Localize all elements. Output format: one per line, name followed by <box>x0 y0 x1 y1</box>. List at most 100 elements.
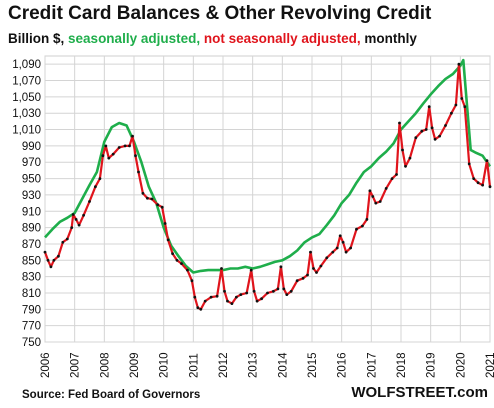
data-point <box>220 267 223 270</box>
data-point <box>49 265 53 269</box>
data-point <box>272 289 275 293</box>
data-point <box>404 164 407 168</box>
x-tick-label: 2006 <box>40 352 52 378</box>
data-point <box>137 170 140 174</box>
grid <box>44 55 491 343</box>
data-point <box>365 218 369 221</box>
data-point <box>193 295 197 299</box>
data-point <box>331 250 335 254</box>
data-point <box>98 177 102 181</box>
data-point <box>335 246 339 250</box>
data-point <box>371 195 375 198</box>
data-point <box>52 258 56 262</box>
chart-title: Credit Card Balances & Other Revolving C… <box>8 3 432 24</box>
series-lines <box>43 58 492 311</box>
x-tick-label: 2018 <box>396 352 408 378</box>
data-point <box>368 189 372 193</box>
data-point <box>420 129 424 133</box>
data-point <box>282 287 286 291</box>
y-tick-label: 990 <box>22 141 41 153</box>
data-point <box>46 258 50 262</box>
data-point <box>166 238 170 242</box>
y-tick-label: 950 <box>22 174 41 186</box>
data-point <box>239 293 243 296</box>
data-point <box>101 154 105 158</box>
data-point <box>117 146 121 149</box>
data-point <box>160 205 164 209</box>
data-point <box>315 271 318 274</box>
data-point <box>131 134 134 138</box>
data-point <box>325 256 329 260</box>
data-point <box>186 268 189 272</box>
data-point <box>61 240 65 244</box>
data-point <box>430 126 434 130</box>
y-tick-label: 910 <box>22 206 41 218</box>
data-point <box>349 246 352 250</box>
series-line-seasonally-adjusted <box>44 58 492 274</box>
data-point <box>467 162 471 166</box>
y-tick-label: 810 <box>22 288 41 300</box>
y-tick-label: 790 <box>22 304 41 316</box>
data-point <box>285 293 289 296</box>
data-point <box>252 289 256 293</box>
data-point <box>196 306 200 310</box>
data-point <box>384 187 388 190</box>
data-point <box>230 302 234 305</box>
data-point <box>472 177 476 181</box>
data-point <box>374 201 378 205</box>
data-point <box>378 200 382 203</box>
data-point <box>43 250 47 254</box>
data-point <box>341 240 345 244</box>
data-point <box>433 137 437 141</box>
series-line-not-seasonally-adjusted <box>43 63 492 311</box>
y-tick-label: 1,030 <box>12 108 41 120</box>
data-point <box>74 218 78 221</box>
data-point <box>398 121 401 125</box>
data-point <box>450 111 453 115</box>
data-point <box>134 154 137 158</box>
data-point <box>266 291 269 295</box>
data-point <box>295 279 299 283</box>
x-tick-label: 2010 <box>159 352 171 378</box>
y-tick-label: 930 <box>22 190 41 202</box>
data-point <box>71 213 75 216</box>
data-point <box>156 203 160 207</box>
data-point <box>146 196 149 200</box>
brand-watermark: WOLFSTREET.com <box>351 384 488 401</box>
data-point <box>319 264 323 268</box>
data-point <box>427 105 431 109</box>
data-point <box>226 299 229 303</box>
subtitle-unit: Billion $, <box>8 31 65 46</box>
x-tick-label: 2020 <box>455 352 467 378</box>
x-tick-label: 2017 <box>366 352 378 378</box>
data-point <box>199 307 203 311</box>
x-tick-label: 2009 <box>129 352 141 378</box>
data-point <box>463 105 467 109</box>
y-axis-ticks: 750 770 790 810 830 850 870 890 910 930 950 970 990 1… <box>12 59 41 349</box>
data-point <box>401 148 404 152</box>
source-note: Source: Fed Board of Governors <box>22 389 201 401</box>
data-point <box>408 156 412 160</box>
y-tick-label: 870 <box>22 239 41 251</box>
data-point <box>438 134 441 138</box>
data-point <box>344 250 348 254</box>
data-point <box>301 276 305 280</box>
data-point <box>424 128 428 131</box>
x-tick-label: 2015 <box>307 352 319 378</box>
data-point <box>395 173 398 176</box>
data-point <box>289 289 293 293</box>
data-point <box>460 97 464 100</box>
data-point <box>94 185 97 189</box>
data-point <box>255 299 259 303</box>
y-tick-label: 1,050 <box>12 92 41 104</box>
data-point <box>454 103 458 107</box>
y-tick-label: 970 <box>22 157 41 169</box>
x-tick-label: 2014 <box>277 352 289 378</box>
data-point <box>249 268 253 272</box>
data-point <box>82 213 85 217</box>
data-point <box>190 279 194 283</box>
subtitle-frequency: monthly <box>364 31 417 46</box>
data-point <box>488 185 492 189</box>
data-point <box>245 291 249 295</box>
